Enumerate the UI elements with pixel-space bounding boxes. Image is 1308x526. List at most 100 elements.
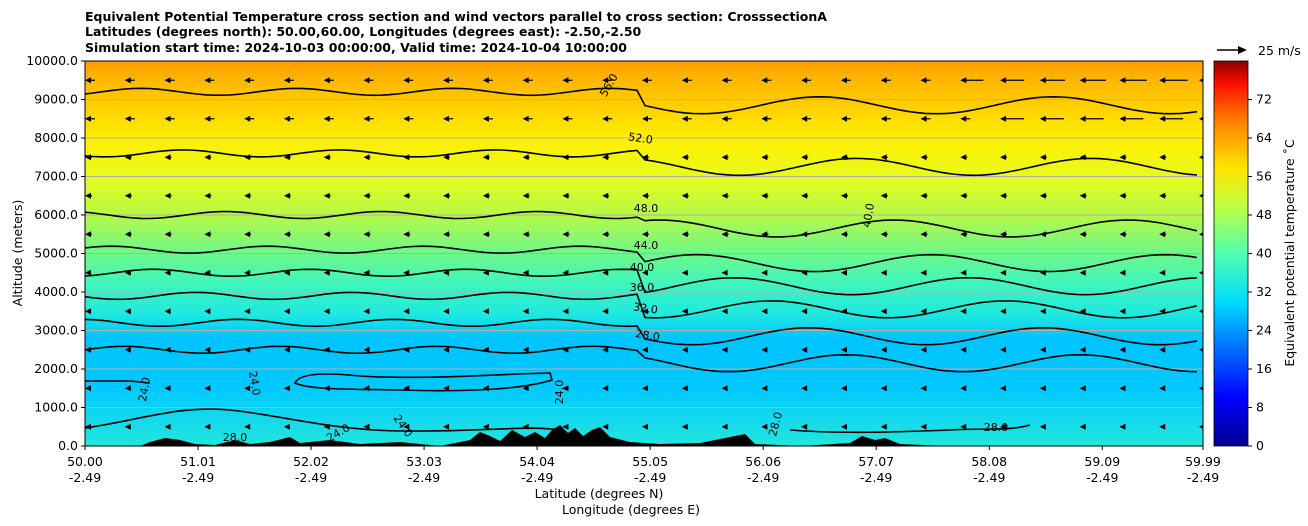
wind-vector <box>124 154 132 161</box>
wind-key-label: 25 m/s <box>1258 43 1301 58</box>
wind-vector <box>840 192 848 199</box>
wind-key-arrowhead <box>1238 46 1247 54</box>
wind-vector <box>164 346 171 353</box>
wind-vector <box>164 192 172 199</box>
wind-vector <box>403 115 414 122</box>
wind-vector <box>1039 346 1046 353</box>
wind-vector <box>283 308 290 315</box>
wind-vector <box>85 269 91 276</box>
wind-vector <box>164 423 171 430</box>
wind-vector <box>1079 77 1106 84</box>
colorbar-tick-label: 64 <box>1256 130 1272 145</box>
colorbar-tick-label: 40 <box>1256 246 1272 261</box>
wind-vector <box>761 346 768 353</box>
contour-label: 44.0 <box>634 239 659 252</box>
wind-vector <box>283 385 290 392</box>
wind-vector <box>642 385 648 392</box>
wind-vector <box>960 231 968 238</box>
wind-vector <box>761 231 769 238</box>
wind-vector <box>482 346 489 353</box>
y-tick-label: 3000.0 <box>34 323 78 338</box>
wind-vector <box>721 192 729 199</box>
wind-vector <box>1079 385 1086 392</box>
wind-vector <box>1039 154 1047 161</box>
wind-vector <box>562 385 569 392</box>
x-tick-label-longitude: -2.49 <box>747 470 779 485</box>
wind-vector <box>761 385 768 392</box>
wind-vector <box>1119 231 1127 238</box>
wind-vector <box>1119 423 1126 430</box>
colorbar-tick-label: 24 <box>1256 323 1272 338</box>
wind-vector <box>840 77 851 84</box>
wind-vector <box>681 115 692 122</box>
wind-vector <box>1079 154 1087 161</box>
wind-vector <box>443 423 450 430</box>
wind-vector <box>840 115 851 122</box>
wind-vector <box>801 77 812 84</box>
wind-vector <box>960 77 984 84</box>
wind-vector <box>602 115 613 122</box>
y-tick-label: 7000.0 <box>34 169 78 184</box>
wind-vector <box>642 269 648 276</box>
contour-label: 36.0 <box>630 281 655 294</box>
wind-vector <box>642 192 649 199</box>
wind-vector <box>1159 269 1166 276</box>
wind-vector <box>443 269 450 276</box>
wind-vector <box>562 192 570 199</box>
wind-vector <box>85 385 91 392</box>
wind-vector <box>960 192 968 199</box>
contour-line-56 <box>85 87 1198 115</box>
wind-vector <box>960 308 967 315</box>
x-tick-label-longitude: -2.49 <box>973 470 1005 485</box>
contour-label: 32.0 <box>632 300 658 316</box>
wind-vector <box>801 192 809 199</box>
x-tick-label-latitude: 59.09 <box>1084 454 1120 469</box>
wind-vector <box>124 269 131 276</box>
contour-line-32 <box>85 318 1198 346</box>
wind-vector <box>1159 385 1166 392</box>
wind-vector <box>124 346 131 353</box>
wind-vector <box>522 231 530 238</box>
title-line-2: Latitudes (degrees north): 50.00,60.00, … <box>85 24 642 39</box>
wind-vector <box>920 115 931 122</box>
wind-vector <box>85 77 95 84</box>
wind-vector <box>960 423 967 430</box>
x-tick-label-longitude: -2.49 <box>295 470 327 485</box>
wind-vector <box>363 346 370 353</box>
wind-vector <box>522 346 529 353</box>
wind-vector <box>363 385 370 392</box>
wind-vector <box>761 77 772 84</box>
wind-vector <box>1119 192 1127 199</box>
x-tick-label-longitude: -2.49 <box>860 470 892 485</box>
wind-vector <box>721 346 728 353</box>
wind-vector <box>960 385 967 392</box>
wind-vector <box>204 423 211 430</box>
wind-vector <box>880 192 888 199</box>
wind-vector <box>1000 231 1008 238</box>
wind-vector <box>840 231 848 238</box>
wind-vector <box>403 385 410 392</box>
wind-vector <box>1000 385 1007 392</box>
wind-vector <box>840 269 847 276</box>
y-axis-label: Altitude (meters) <box>10 200 25 307</box>
wind-vector <box>1119 346 1126 353</box>
wind-vector <box>244 231 252 238</box>
wind-vector <box>283 346 290 353</box>
wind-vector <box>801 423 808 430</box>
wind-vector <box>164 115 175 122</box>
wind-vector <box>960 269 967 276</box>
wind-vector <box>721 115 732 122</box>
wind-vector <box>602 77 613 84</box>
wind-vector <box>1039 231 1047 238</box>
wind-vector <box>562 77 573 84</box>
wind-vector <box>1000 115 1025 122</box>
wind-vector <box>124 115 135 122</box>
wind-vector <box>642 231 649 238</box>
wind-vector <box>482 115 493 122</box>
wind-vector <box>801 308 808 315</box>
wind-vector <box>323 192 331 199</box>
wind-vector <box>1199 193 1203 198</box>
wind-vector <box>323 269 330 276</box>
wind-vector <box>522 154 530 161</box>
colorbar-tick-label: 32 <box>1256 284 1272 299</box>
